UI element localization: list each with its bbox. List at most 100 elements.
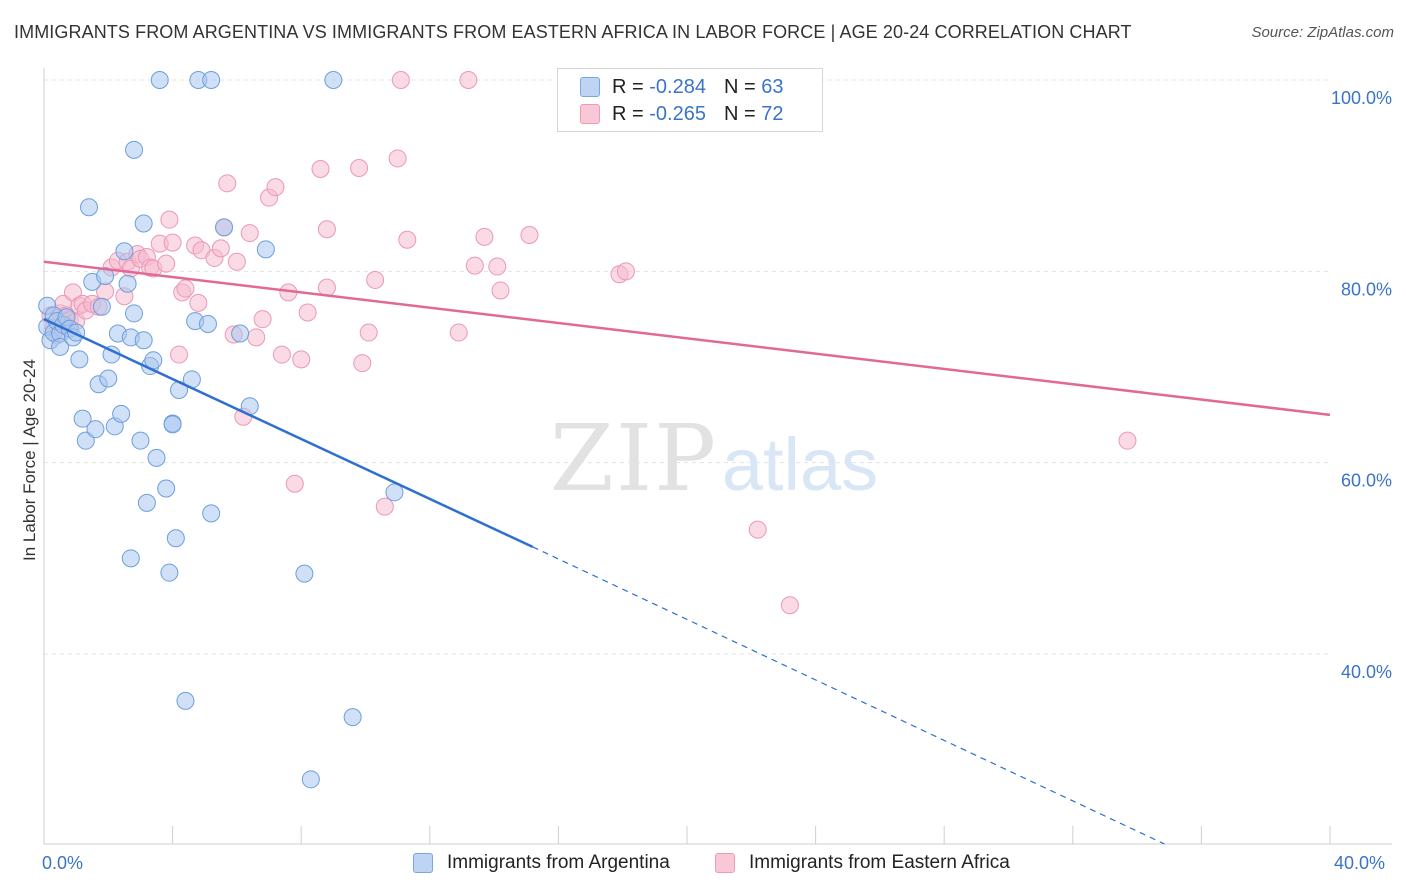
data-point-eastern-africa [163, 233, 182, 252]
data-point-eastern-africa [211, 239, 230, 258]
data-point-eastern-africa [170, 345, 189, 364]
data-point-eastern-africa [459, 71, 478, 89]
data-point-argentina [295, 564, 314, 583]
data-point-argentina [137, 493, 156, 512]
legend-item-eastern-africa[interactable]: Immigrants from Eastern Africa [715, 852, 1010, 874]
data-point-eastern-africa [780, 596, 799, 615]
data-point-argentina [198, 314, 217, 333]
data-point-argentina [256, 240, 275, 259]
data-point-eastern-africa [616, 262, 635, 281]
data-point-eastern-africa [292, 350, 311, 369]
legend-r-label: R = [612, 75, 644, 98]
data-point-argentina [324, 71, 343, 89]
data-point-argentina [125, 304, 144, 323]
data-point-eastern-africa [388, 149, 407, 168]
data-point-argentina [202, 504, 221, 523]
data-point-eastern-africa [227, 252, 246, 271]
data-point-argentina [51, 337, 70, 356]
data-point-argentina [150, 71, 169, 89]
chart-title: IMMIGRANTS FROM ARGENTINA VS IMMIGRANTS … [14, 22, 1132, 42]
data-point-eastern-africa [465, 256, 484, 275]
y-tick-label: 40.0% [1341, 662, 1392, 682]
data-point-eastern-africa [218, 174, 237, 193]
trend-line-argentina-extrapolated [532, 546, 1165, 845]
data-point-argentina [70, 350, 89, 369]
data-point-eastern-africa [247, 328, 266, 347]
data-point-eastern-africa [157, 254, 176, 273]
data-point-eastern-africa [298, 303, 317, 322]
stats-legend-row-eastern-africa: R = -0.265 N = 72 [580, 102, 783, 126]
data-point-eastern-africa [350, 159, 369, 178]
data-point-eastern-africa [491, 281, 510, 300]
x-tick-label-max: 40.0% [1334, 853, 1386, 873]
legend-label-argentina: Immigrants from Argentina [447, 852, 670, 873]
series-legend: Immigrants from Argentina Immigrants fro… [0, 852, 1406, 876]
trend-lines [43, 260, 1331, 845]
stats-legend-row-argentina: R = -0.284 N = 63 [580, 75, 783, 99]
legend-swatch-eastern-africa [715, 853, 735, 873]
data-point-eastern-africa [240, 224, 259, 243]
data-point-argentina [157, 479, 176, 498]
data-point-argentina [86, 420, 105, 439]
legend-n-label: N = [723, 75, 756, 98]
data-point-argentina [385, 483, 404, 502]
legend-r-value-argentina: -0.284 [649, 75, 706, 98]
y-tick-label: 80.0% [1341, 279, 1392, 299]
data-point-eastern-africa [266, 178, 285, 197]
data-point-argentina [80, 198, 99, 217]
data-point-argentina [118, 274, 137, 293]
data-point-argentina [92, 297, 111, 316]
data-point-argentina [131, 431, 150, 450]
data-point-eastern-africa [366, 270, 385, 289]
trend-line-eastern-africa [43, 260, 1331, 417]
data-point-eastern-africa [253, 310, 272, 329]
legend-n-label: N = [723, 102, 756, 125]
data-point-argentina [76, 431, 95, 450]
data-point-eastern-africa [488, 257, 507, 276]
data-point-eastern-africa [285, 474, 304, 493]
data-point-argentina [134, 331, 153, 350]
legend-swatch-argentina [413, 853, 433, 873]
y-tick-label: 60.0% [1341, 471, 1392, 491]
axes [43, 68, 1392, 845]
data-point-eastern-africa [475, 227, 494, 246]
y-tick-labels: 40.0% 60.0% 80.0% 100.0% [1331, 88, 1392, 682]
legend-n-value-eastern-africa: 72 [761, 102, 784, 125]
stats-legend: R = -0.284 N = 63 R = -0.265 N = 72 [557, 68, 823, 132]
watermark: ZIP atlas [550, 405, 878, 512]
data-point-eastern-africa [311, 159, 330, 178]
watermark-atlas: atlas [722, 423, 878, 506]
series-argentina-points [38, 71, 404, 789]
series-eastern-africa-points [41, 71, 1137, 615]
data-point-argentina [202, 71, 221, 89]
data-point-argentina [73, 409, 92, 428]
watermark-zip: ZIP [550, 405, 718, 512]
source-credit: Source: ZipAtlas.com [1251, 24, 1394, 41]
data-point-eastern-africa [520, 225, 539, 244]
legend-n-value-argentina: 63 [761, 75, 784, 98]
data-point-argentina [301, 770, 320, 789]
grid-lines [44, 79, 1330, 655]
data-point-argentina [160, 563, 179, 582]
legend-r-label: R = [612, 102, 644, 125]
data-point-eastern-africa [1118, 431, 1137, 450]
legend-item-argentina[interactable]: Immigrants from Argentina [413, 852, 670, 874]
data-point-eastern-africa [317, 220, 336, 239]
legend-swatch-pink [580, 104, 600, 124]
data-point-argentina [134, 214, 153, 233]
data-point-argentina [115, 242, 134, 261]
data-point-argentina [176, 691, 195, 710]
data-point-argentina [231, 324, 250, 343]
data-point-argentina [343, 708, 362, 727]
legend-r-value-eastern-africa: -0.265 [649, 102, 706, 125]
data-point-eastern-africa [748, 520, 767, 539]
data-point-argentina [121, 549, 140, 568]
trend-line-argentina [43, 318, 534, 548]
y-tick-label: 100.0% [1331, 88, 1392, 108]
data-point-argentina [215, 218, 234, 237]
data-point-eastern-africa [391, 71, 410, 89]
data-point-argentina [96, 267, 115, 286]
data-point-argentina [125, 140, 144, 159]
data-point-argentina [163, 415, 182, 434]
